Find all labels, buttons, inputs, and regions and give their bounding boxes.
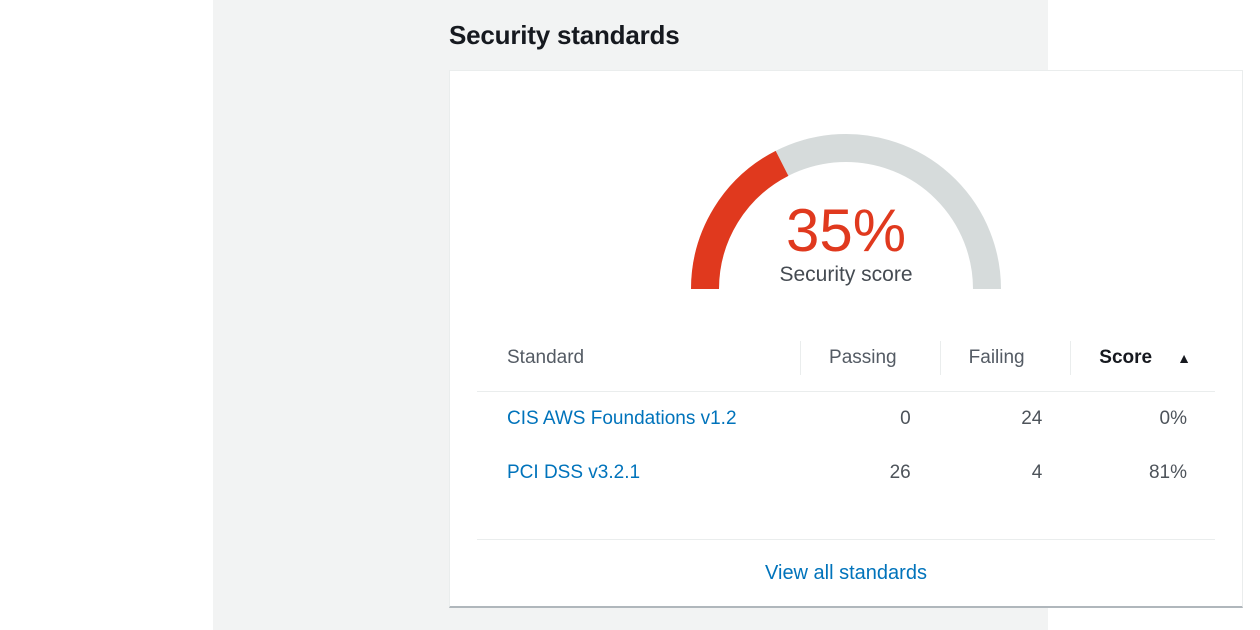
security-standards-panel: Security standards 35% Security score St… [213,0,1243,630]
security-score-caption: Security score [779,263,913,286]
security-score-value: 35% [785,197,907,264]
column-header-score-label: Score [1099,347,1153,368]
column-header-standard-label: Standard [507,347,585,368]
table-row: CIS AWS Foundations v1.2 0 24 0% [477,392,1215,446]
table-header-divider [477,391,1215,392]
standard-cell: PCI DSS v3.2.1 [477,462,800,484]
column-header-score[interactable]: Score ▲ [1070,341,1215,375]
column-header-passing-label: Passing [829,347,897,368]
score-cell: 0% [1159,408,1187,429]
card-footer: View all standards [477,540,1215,606]
sort-ascending-icon: ▲ [1177,350,1191,366]
failing-cell: 4 [1031,462,1043,483]
standard-link[interactable]: PCI DSS v3.2.1 [507,462,641,483]
standards-table: Standard Passing Failing Score ▲ [477,339,1215,606]
page-title: Security standards [449,20,680,50]
score-cell: 81% [1148,462,1187,483]
gauge-fill-arc [691,134,1001,290]
standard-link[interactable]: CIS AWS Foundations v1.2 [507,408,737,429]
passing-cell: 26 [889,462,911,483]
column-header-standard[interactable]: Standard [477,341,800,375]
column-header-passing[interactable]: Passing [800,341,940,375]
column-header-failing-label: Failing [968,347,1025,368]
security-score-gauge [691,134,1001,290]
view-all-standards-link[interactable]: View all standards [765,561,927,584]
table-row: PCI DSS v3.2.1 26 4 81% [477,446,1215,500]
passing-cell: 0 [900,408,911,429]
standard-cell: CIS AWS Foundations v1.2 [477,408,800,430]
security-standards-card: 35% Security score Standard Passing Fail… [449,70,1243,608]
table-footer-divider [477,539,1215,540]
column-header-failing[interactable]: Failing [939,341,1071,375]
table-header-row: Standard Passing Failing Score ▲ [477,339,1215,377]
failing-cell: 24 [1021,408,1043,429]
